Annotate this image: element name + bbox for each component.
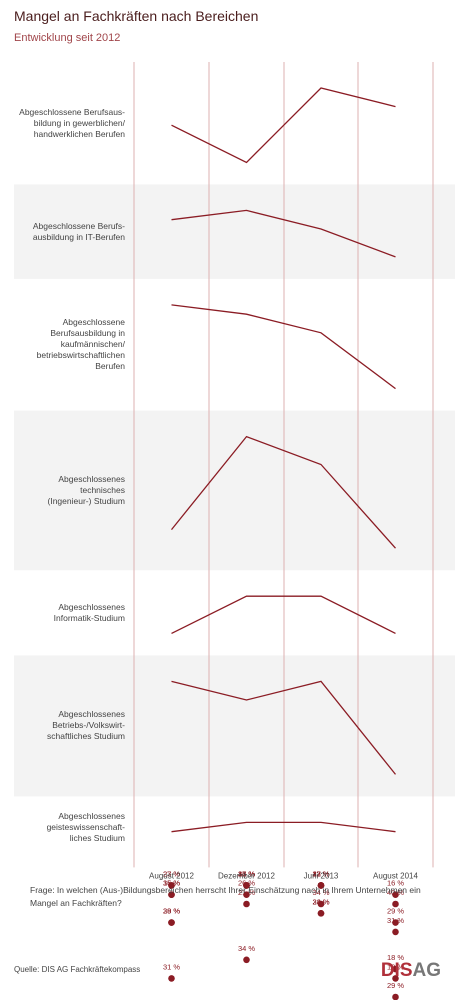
x-tick-label: August 2012 xyxy=(149,872,194,881)
value-label: 27 % xyxy=(163,869,180,878)
line xyxy=(171,209,396,258)
logo-part: DIS xyxy=(380,960,413,981)
value-label: 42 % xyxy=(312,869,329,878)
value-label: 33 % xyxy=(312,869,329,878)
point xyxy=(317,882,325,889)
point xyxy=(392,919,399,926)
x-tick-label: Juni 2013 xyxy=(304,872,339,881)
point xyxy=(317,900,325,908)
point xyxy=(168,975,175,982)
line xyxy=(171,87,396,164)
row-label: Abgeschlossene Berufsaus- bildung in gew… xyxy=(19,106,125,139)
logo: DISAG xyxy=(381,960,441,982)
backgrounds xyxy=(14,184,455,797)
value-label: 31 % xyxy=(163,962,180,971)
question: Frage: In welchen (Aus-)Bildungsbereiche… xyxy=(30,885,421,908)
line xyxy=(171,304,396,390)
value-label: 34 % xyxy=(238,944,255,953)
source: Quelle: DIS AG Fachkräftekompass xyxy=(14,965,141,974)
value-label: 33 % xyxy=(238,869,255,878)
line xyxy=(171,595,396,634)
row-label: Abgeschlossenes technisches (Ingenieur-)… xyxy=(47,473,125,506)
point xyxy=(392,975,399,982)
panel-background xyxy=(14,655,455,797)
value-label: 17 % xyxy=(312,869,329,878)
value-label: 13 % xyxy=(387,962,404,971)
point xyxy=(168,882,175,889)
logo-part: AG xyxy=(412,960,442,981)
x-tick-label: Dezember 2012 xyxy=(218,872,275,881)
row-label: Abgeschlossenes geisteswissenschaft- lic… xyxy=(46,811,125,844)
point xyxy=(168,919,175,926)
point xyxy=(392,891,399,898)
point xyxy=(243,900,250,908)
value-label: 24 % xyxy=(312,897,329,906)
value-label: 38 % xyxy=(312,897,329,906)
x-tick-label: August 2014 xyxy=(373,872,418,881)
line xyxy=(171,821,396,833)
line xyxy=(171,680,397,775)
value-label: 34 % xyxy=(312,888,329,897)
value-label: 17 % xyxy=(238,869,255,878)
panel-background xyxy=(14,184,455,279)
line xyxy=(170,435,396,549)
point xyxy=(317,910,325,917)
point xyxy=(392,928,399,936)
value-label: 18 % xyxy=(387,953,404,962)
value-label: 29 % xyxy=(387,907,404,916)
value-label: 16 % xyxy=(387,879,404,888)
row-label: Abgeschlossenes Betriebs-/Volkswirt- sch… xyxy=(47,709,125,742)
subtitle: Entwicklung seit 2012 xyxy=(14,32,121,44)
point xyxy=(243,882,250,889)
point xyxy=(243,956,250,964)
row-label: Abgeschlossene Berufs- ausbildung in IT-… xyxy=(32,220,125,242)
value-label: 21 % xyxy=(238,888,255,897)
point xyxy=(392,993,399,1000)
point xyxy=(392,965,399,973)
value-label: 16 % xyxy=(163,879,180,888)
value-label: 29 % xyxy=(387,981,404,990)
value-label: 29 % xyxy=(163,907,180,916)
value-label: 41 % xyxy=(238,869,255,878)
value-label: 23 % xyxy=(163,869,180,878)
title: Mangel an Fachkräften nach Bereichen xyxy=(14,8,259,24)
panel-background xyxy=(14,410,455,571)
row-label: Abgeschlossenes Informatik-Studium xyxy=(53,601,125,623)
point xyxy=(243,891,250,898)
point xyxy=(168,891,175,898)
value-label: 36 % xyxy=(238,869,255,878)
row-label: Abgeschlossene Berufsausbildung in kaufm… xyxy=(36,317,125,372)
value-label: 38 % xyxy=(163,907,180,916)
point xyxy=(392,900,399,908)
value-label: 23 % xyxy=(312,869,329,878)
